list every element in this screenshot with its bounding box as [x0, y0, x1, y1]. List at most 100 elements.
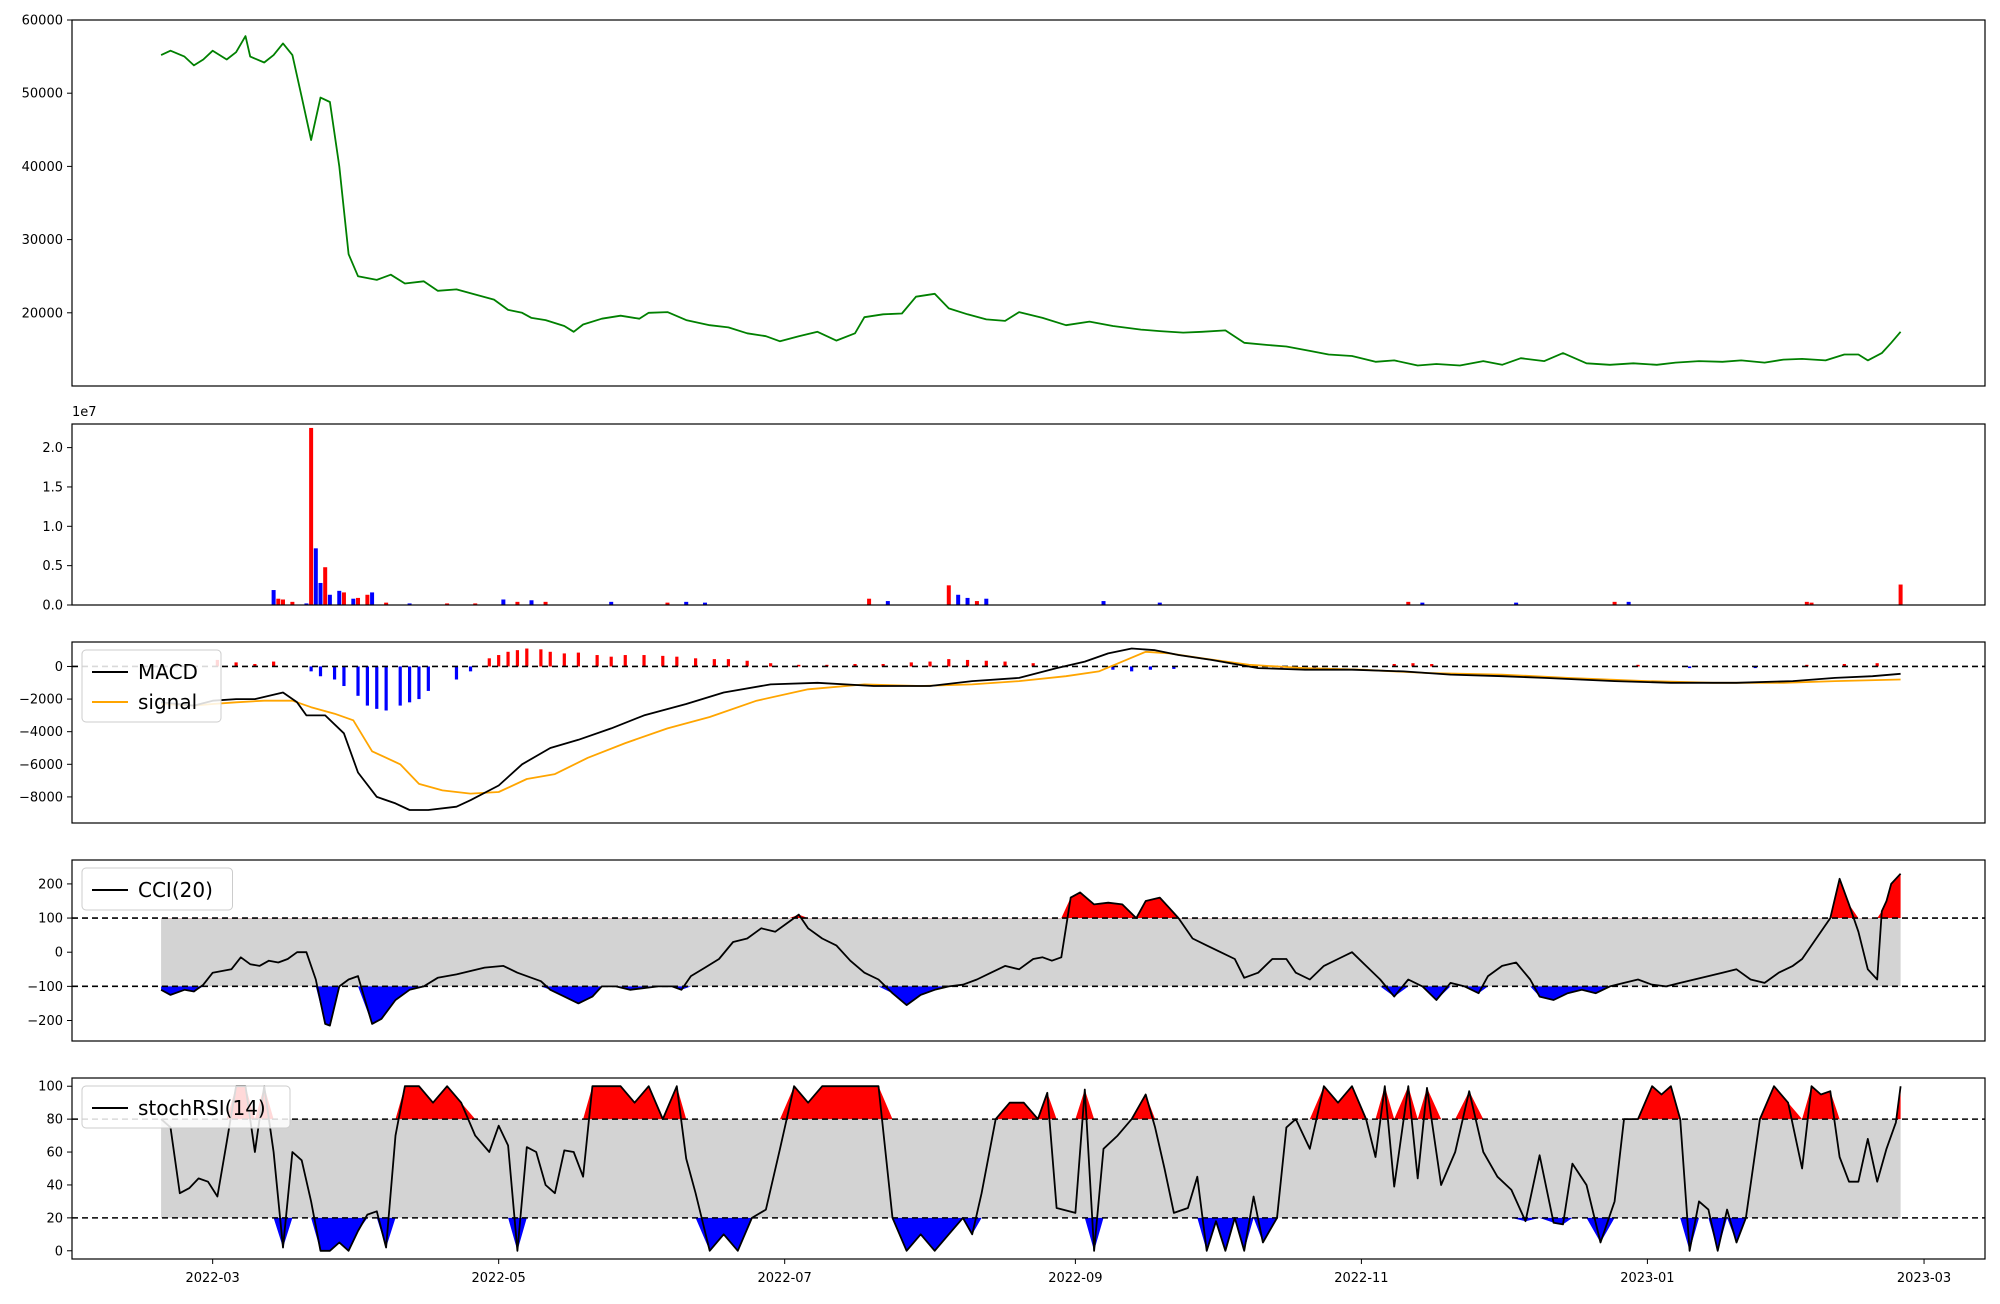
- volume-ytick-label: 0.0: [42, 599, 63, 614]
- cci-legend: [81, 867, 233, 911]
- macd-histogram-bar: [1875, 663, 1879, 667]
- macd-histogram-bar: [309, 666, 313, 672]
- x-tick-label: 2022-09: [1048, 1271, 1102, 1286]
- macd-histogram-bar: [1411, 663, 1415, 667]
- volume-bar: [515, 601, 520, 605]
- macd-histogram-bar: [1111, 666, 1115, 670]
- volume-bar: [501, 599, 506, 605]
- macd-histogram-bar: [712, 659, 716, 667]
- macd-histogram-bar: [1172, 666, 1176, 669]
- macd-histogram-bar: [497, 655, 501, 667]
- x-axis: 2022-03 2022-05 2022-07 2022-09 2022-11 2023-…: [185, 1259, 1951, 1286]
- volume-bar: [407, 603, 412, 605]
- volume-bar: [271, 590, 276, 605]
- macd-histogram-bar: [1130, 666, 1134, 672]
- macd-histogram-bar: [642, 655, 646, 667]
- volume-bar: [885, 601, 890, 605]
- volume-bar: [341, 592, 346, 605]
- x-tick-label: 2022-07: [758, 1271, 812, 1286]
- volume-bar: [1898, 584, 1903, 605]
- stochrsi-ytick-label: 60: [46, 1146, 63, 1161]
- price-frame: [71, 19, 1986, 387]
- macd-histogram-bar: [769, 663, 773, 667]
- macd-histogram-bar: [745, 660, 749, 667]
- macd-histogram-bar: [417, 666, 421, 700]
- volume-bar: [356, 597, 361, 605]
- macd-histogram-bar: [365, 666, 369, 706]
- x-tick-label: 2022-05: [472, 1271, 526, 1286]
- volume-bar: [1157, 602, 1162, 605]
- stochrsi-ytick-label: 100: [38, 1080, 63, 1095]
- stochrsi-band: [161, 1119, 1901, 1218]
- stochrsi-legend-label: stochRSI(14): [138, 1096, 266, 1120]
- stochrsi-oversold-fill: [161, 1217, 1901, 1251]
- volume-bar: [445, 603, 450, 605]
- price-line: [160, 35, 1902, 367]
- x-tick-label: 2023-03: [1897, 1271, 1951, 1286]
- price-panel: 20000 30000 40000 50000 60000: [22, 14, 1902, 367]
- macd-histogram-bar: [576, 652, 580, 667]
- macd-histogram-bar: [407, 666, 412, 703]
- stochrsi-overbought-fill: [161, 1086, 1901, 1120]
- macd-histogram-bar: [1031, 663, 1035, 667]
- cci-panel: −200 −100 0 100 200 CCI(20): [27, 867, 1985, 1029]
- cci-ytick-label: −200: [27, 1014, 63, 1029]
- macd-histogram-bar: [1753, 666, 1757, 669]
- macd-histogram-bar: [694, 658, 698, 667]
- cci-ytick-label: 200: [38, 877, 63, 892]
- volume-bar: [1101, 601, 1106, 605]
- cci-frame: [71, 859, 1986, 1042]
- macd-ytick-label: −8000: [19, 790, 63, 805]
- macd-histogram-bar: [947, 659, 951, 667]
- macd-histogram-bar: [234, 662, 238, 667]
- macd-line: [161, 647, 1901, 811]
- volume-bar: [351, 598, 356, 605]
- macd-histogram-bar: [1392, 664, 1396, 667]
- macd-histogram-bar: [965, 659, 970, 667]
- stochrsi-ytick-label: 0: [55, 1244, 63, 1259]
- price-ytick-label: 60000: [22, 14, 63, 29]
- macd-histogram-bar: [384, 666, 388, 711]
- volume-bar: [1420, 602, 1425, 605]
- macd-histogram-bar: [797, 664, 801, 667]
- volume-bar: [327, 594, 332, 605]
- volume-bar: [1612, 601, 1617, 605]
- volume-bar: [313, 548, 318, 605]
- volume-bar: [290, 601, 295, 605]
- macd-histogram-bar: [525, 648, 529, 667]
- macd-histogram-bar: [454, 666, 459, 680]
- macd-histogram-bar: [398, 666, 402, 706]
- x-tick-label: 2022-11: [1334, 1271, 1388, 1286]
- macd-histogram-bar: [515, 650, 520, 667]
- macd-histogram-bar: [272, 661, 276, 667]
- macd-histogram-bar: [984, 660, 988, 667]
- cci-ytick-label: 0: [55, 946, 63, 961]
- volume-bar: [1809, 602, 1814, 605]
- stochrsi-line: [160, 1085, 1902, 1252]
- macd-histogram-bar: [1805, 664, 1809, 667]
- macd-histogram-bar: [825, 664, 829, 667]
- macd-histogram-bar: [426, 666, 430, 691]
- macd-histogram-bar: [487, 658, 491, 667]
- volume-bar: [309, 427, 314, 605]
- macd-ytick-label: −2000: [19, 693, 63, 708]
- volume-bar: [370, 592, 375, 605]
- macd-histogram-bar: [726, 659, 731, 667]
- volume-ytick-label: 2.0: [42, 441, 63, 456]
- volume-bar: [543, 601, 548, 605]
- macd-histogram-bar: [539, 649, 543, 667]
- x-tick-label: 2022-03: [185, 1271, 239, 1286]
- macd-legend-label: MACD: [138, 660, 198, 684]
- price-ytick-label: 30000: [22, 233, 63, 248]
- macd-histogram-bar: [675, 656, 679, 667]
- volume-panel: 0.0 0.5 1.0 1.5 2.0 1e7: [42, 405, 1903, 614]
- volume-bar: [1406, 601, 1411, 605]
- volume-bar: [974, 601, 979, 605]
- volume-bar: [965, 597, 970, 605]
- cci-ytick-label: 100: [38, 912, 63, 927]
- volume-bar: [867, 598, 872, 605]
- macd-histogram-bar: [1842, 664, 1846, 667]
- volume-bar: [473, 603, 478, 605]
